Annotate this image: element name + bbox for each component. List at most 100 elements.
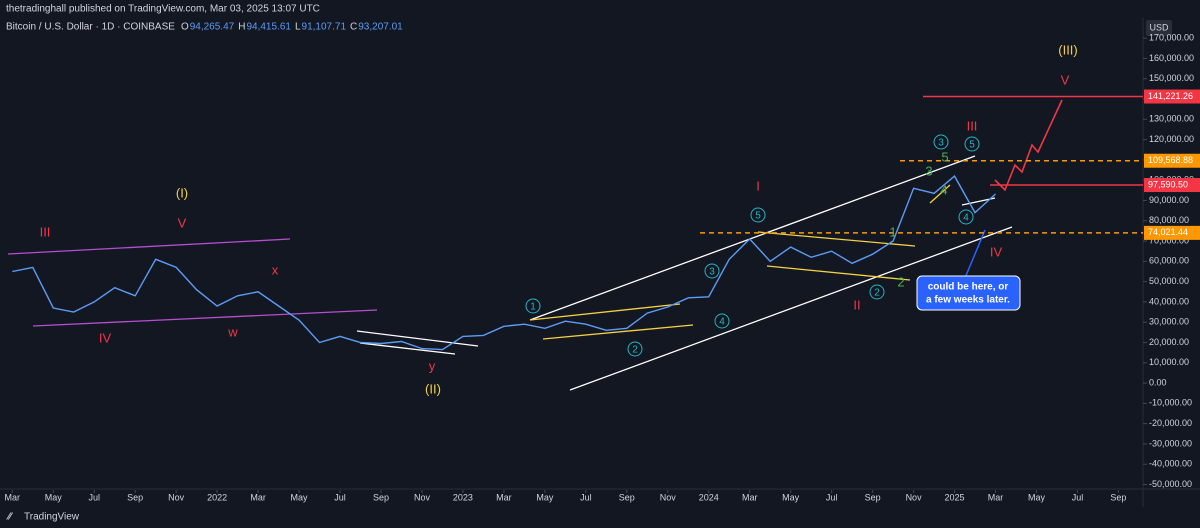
x-tick-label: Mar [988,492,1004,502]
x-tick-label: May [45,492,63,502]
ohlc-key: H [238,22,245,33]
level-tag [1144,89,1200,104]
y-tick-label: -10,000.00 [1149,398,1192,408]
ohlc-key: C [350,22,357,33]
x-tick-label: Sep [373,492,389,502]
level-label: 141,221.26 [1148,91,1193,101]
wave-label: 3 [938,138,944,149]
level-label: 97,590.50 [1148,179,1188,189]
x-tick-label: May [782,492,800,502]
x-tick-label: Nov [660,492,677,502]
y-tick-label: 60,000.00 [1149,256,1189,266]
wave-label: 5 [755,211,761,222]
y-tick-label: 120,000.00 [1149,134,1194,144]
wave-label: V [178,215,187,230]
y-tick-label: 0.00 [1149,377,1167,387]
wave-circle [525,298,541,314]
wave-circle [869,284,885,300]
x-tick-label: Mar [742,492,758,502]
x-tick-label: May [1028,492,1046,502]
level-tag [1144,178,1200,193]
x-tick-label: Sep [1110,492,1126,502]
y-tick-label: -20,000.00 [1149,418,1192,428]
wave-circle [714,313,730,329]
wave-label: I [756,178,760,193]
x-tick-label: 2023 [453,492,473,502]
x-tick-label: Mar [250,492,266,502]
y-tick-label: 150,000.00 [1149,73,1194,83]
wave-label: IV [990,244,1003,259]
chart-title: Bitcoin / U.S. Dollar · 1D · COINBASE [6,22,175,33]
x-tick-label: Jul [1072,492,1084,502]
price-line [12,175,996,351]
wave-label: II [853,297,860,312]
wave-label: 4 [940,182,947,197]
level-label: 109,568.88 [1148,155,1193,165]
y-tick-label: 90,000.00 [1149,195,1189,205]
wave-label: 4 [719,317,725,328]
y-tick-label: -40,000.00 [1149,459,1192,469]
ohlc-value: 91,107.71 [302,22,347,33]
wave-label: x [272,262,279,277]
callout-text: a few weeks later. [926,295,1010,306]
wave-circle [958,209,974,225]
publisher: thetradinghall published on TradingView.… [6,4,320,15]
x-tick-label: Jul [88,492,100,502]
callout-text: could be here, or [928,282,1009,293]
wave-label: III [967,118,978,133]
x-tick-label: 2024 [699,492,719,502]
callout: could be here, or a few weeks later. [916,275,1021,311]
y-tick-label: 50,000.00 [1149,276,1189,286]
currency: USD [1149,22,1169,32]
y-tick-label: 70,000.00 [1149,235,1189,245]
y-tick-label: 10,000.00 [1149,357,1189,367]
level-tag [1144,153,1200,168]
wave-label: IV [99,330,112,345]
wave-label: w [227,324,238,339]
wave-label: III [40,224,51,239]
wave-label: 1 [530,302,536,313]
wave-label: V [1061,72,1070,87]
y-tick-label: 160,000.00 [1149,53,1194,63]
ohlc-key: O [181,22,189,33]
wave-circle [627,341,643,357]
ohlc-value: 94,415.61 [246,22,291,33]
x-tick-label: May [291,492,309,502]
wave-circle [750,207,766,223]
wave-circle [704,263,720,279]
x-tick-label: Mar [5,492,21,502]
wave-label: 2 [632,345,638,356]
x-tick-label: Nov [168,492,185,502]
ohlc-value: 94,265.47 [190,22,235,33]
wave-label: 4 [963,213,969,224]
ohlc-value: 93,207.01 [358,22,403,33]
wave-label: 2 [874,288,880,299]
wave-label: (I) [176,185,188,200]
level-tag [1144,225,1200,240]
wave-label: 3 [709,267,715,278]
wave-circle [964,136,980,152]
level-label: 74,021.44 [1148,227,1188,237]
y-tick-label: 30,000.00 [1149,317,1189,327]
y-tick-label: 20,000.00 [1149,337,1189,347]
currency-box [1146,20,1172,36]
wave-label: y [429,358,436,373]
wave-label: 1 [889,224,896,239]
wave-label: 2 [897,274,904,289]
x-tick-label: Nov [906,492,923,502]
ohlc-key: L [295,22,301,33]
x-tick-label: Sep [619,492,635,502]
y-tick-label: -30,000.00 [1149,438,1192,448]
wave-circle [933,134,949,150]
wave-label: 5 [941,149,948,164]
x-tick-label: Jul [826,492,838,502]
y-tick-label: 170,000.00 [1149,32,1194,42]
brand: TradingView [24,512,80,523]
wave-label: 5 [969,140,975,151]
brand-logo: ⁄⁄ [6,512,14,523]
y-tick-label: 40,000.00 [1149,296,1189,306]
y-tick-label: 130,000.00 [1149,114,1194,124]
wave-label: (III) [1058,42,1078,57]
